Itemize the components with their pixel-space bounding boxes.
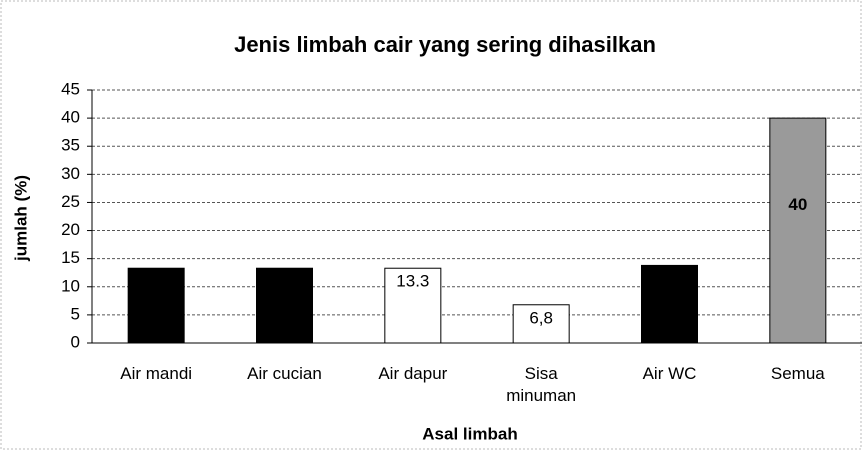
- x-tick-label: Air mandi: [120, 364, 193, 383]
- bar: [512, 304, 570, 344]
- x-tick-label: Sisa minuman: [506, 364, 577, 405]
- y-tick-label: 25: [61, 192, 80, 211]
- x-tick-label-box: Air mandi: [120, 364, 193, 383]
- x-axis-title: Asal limbah: [422, 424, 517, 443]
- y-tick-label: 10: [61, 276, 80, 295]
- x-tick-label: Air dapur: [378, 364, 448, 383]
- x-tick-label-box: Air dapur: [378, 364, 448, 383]
- x-tick-label-box: Air cucian: [247, 364, 322, 383]
- y-axis-title: jumlah (%): [11, 175, 30, 262]
- data-label: 40: [788, 195, 807, 214]
- y-tick-label: 5: [71, 304, 80, 323]
- bar: [769, 117, 827, 344]
- y-tick-label: 20: [61, 220, 80, 239]
- x-tick-label-box: Air WC: [642, 364, 697, 383]
- x-tick-label-box: Semua: [770, 364, 825, 383]
- data-label: 6,8: [529, 308, 553, 327]
- bar: [256, 267, 313, 344]
- y-tick-label: 40: [61, 108, 80, 127]
- y-tick-label: 35: [61, 136, 80, 155]
- y-tick-label: 0: [71, 332, 80, 351]
- x-tick-label: Air WC: [642, 364, 697, 383]
- bar: [127, 267, 185, 344]
- bar: [384, 267, 442, 344]
- y-tick-label: 15: [61, 248, 80, 267]
- data-label: 13.3: [396, 272, 429, 291]
- chart-title: Jenis limbah cair yang sering dihasilkan: [234, 32, 656, 57]
- x-tick-label: Semua: [770, 364, 825, 383]
- y-tick-label: 45: [61, 79, 80, 98]
- bar: [641, 264, 698, 344]
- x-tick-label: Air cucian: [247, 364, 322, 383]
- x-tick-label-box: Sisa minuman: [506, 364, 577, 405]
- y-tick-label: 30: [61, 164, 80, 183]
